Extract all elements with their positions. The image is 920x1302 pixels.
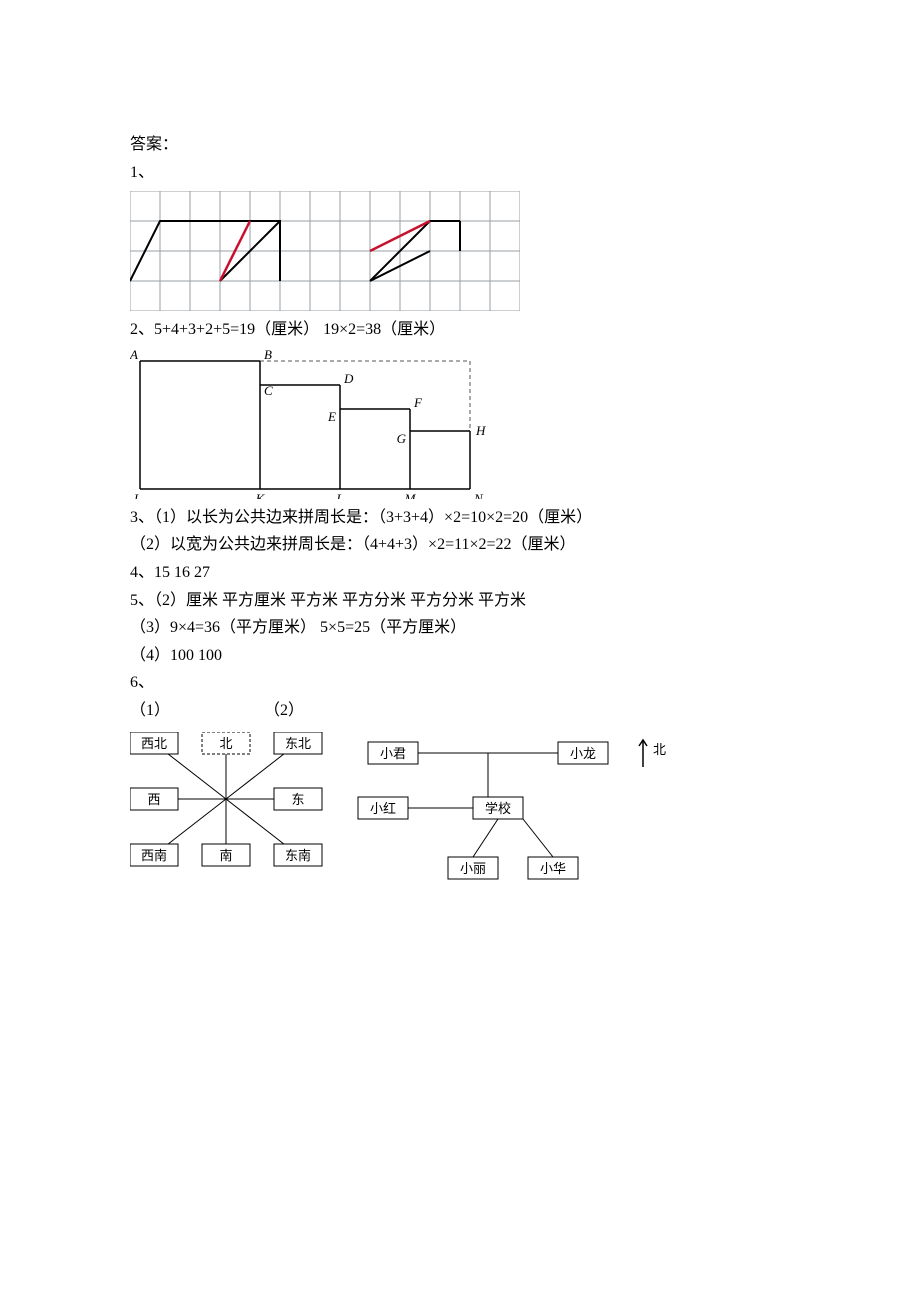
answers-header: 答案： [130, 132, 790, 158]
svg-text:东: 东 [291, 792, 304, 807]
svg-text:东北: 东北 [285, 736, 311, 751]
q2-line: 2、5+4+3+2+5=19（厘米） 19×2=38（厘米） [130, 317, 790, 343]
q1-grid-figure [130, 191, 520, 311]
svg-text:小君: 小君 [380, 746, 406, 761]
q6-label: 6、 [130, 670, 790, 696]
q5-line3: （4）100 100 [130, 643, 790, 669]
compass-figure: 西北 北 东北西 东西南 南 东南 [130, 732, 328, 872]
svg-text:小丽: 小丽 [460, 861, 486, 876]
map-figure: 北 小君 小龙小红 学校小丽 小华 [348, 732, 678, 892]
q1-label: 1、 [130, 160, 790, 186]
svg-text:L: L [335, 491, 343, 499]
svg-text:C: C [264, 383, 273, 398]
q5-line1: 5、（2）厘米 平方厘米 平方米 平方分米 平方分米 平方米 [130, 588, 790, 614]
q6-sub2: （2） [264, 702, 304, 719]
svg-text:小华: 小华 [540, 861, 566, 876]
svg-text:西: 西 [147, 792, 160, 807]
q2-step-figure: A B C D E F G H J K L M N [130, 349, 490, 499]
q3-line1: 3、（1）以长为公共边来拼周长是：（3+3+4）×2=10×2=20（厘米） [130, 505, 790, 531]
svg-text:H: H [475, 423, 486, 438]
q6-sublabels: （1） （2） [130, 698, 790, 724]
svg-text:北: 北 [219, 736, 232, 751]
svg-text:A: A [130, 349, 138, 362]
q4-line: 4、15 16 27 [130, 560, 790, 586]
svg-text:小红: 小红 [370, 801, 396, 816]
svg-text:东南: 东南 [285, 848, 311, 863]
svg-text:B: B [264, 349, 272, 362]
svg-text:N: N [473, 491, 484, 499]
svg-text:E: E [327, 409, 336, 424]
svg-text:D: D [343, 371, 354, 386]
svg-text:西北: 西北 [141, 736, 167, 751]
svg-text:M: M [404, 491, 417, 499]
q3-line2: （2）以宽为公共边来拼周长是：（4+4+3）×2=11×2=22（厘米） [130, 532, 790, 558]
svg-text:北: 北 [653, 742, 666, 757]
svg-text:西南: 西南 [141, 848, 167, 863]
svg-text:F: F [413, 395, 423, 410]
svg-text:学校: 学校 [485, 801, 511, 816]
svg-text:南: 南 [219, 848, 232, 863]
svg-text:G: G [397, 431, 407, 446]
svg-text:K: K [255, 491, 266, 499]
q6-figures-row: 西北北东北西东西南南东南 北小君小龙小红学校小丽小华 [130, 732, 790, 892]
svg-text:小龙: 小龙 [570, 746, 596, 761]
q5-line2: （3）9×4=36（平方厘米） 5×5=25（平方厘米） [130, 615, 790, 641]
svg-text:J: J [132, 491, 139, 499]
q6-sub1: （1） [130, 698, 260, 724]
